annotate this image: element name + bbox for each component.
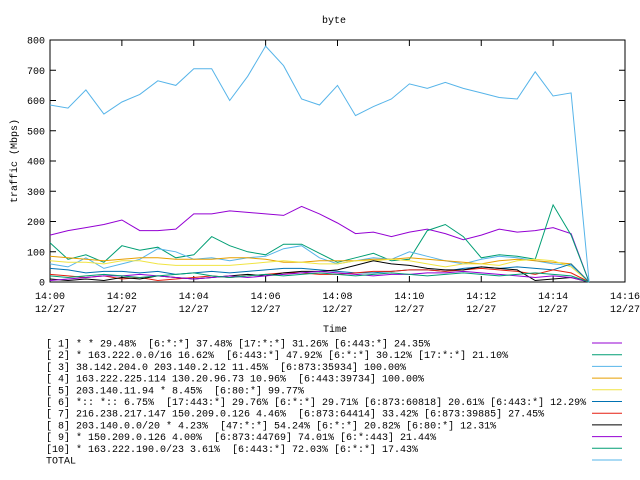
y-tick-label: 300 bbox=[27, 188, 45, 199]
legend-label: [ 1] * * 29.48% [6:*:*] 37.48% [17:*:*] … bbox=[46, 339, 430, 351]
x-tick-label: 14:10 bbox=[394, 292, 424, 303]
legend-label: [ 8] 203.140.0.0/20 * 4.23% [47:*:*] 54.… bbox=[46, 420, 496, 432]
legend-label: [ 6] *:: *:: 6.75% [17:443:*] 29.76% [6:… bbox=[46, 397, 586, 409]
series-line bbox=[49, 45, 590, 283]
x-tick-label: 14:04 bbox=[179, 292, 209, 303]
legend-label: [ 2] * 163.222.0.0/16 16.62% [6:443:*] 4… bbox=[46, 350, 508, 362]
x-axis-label: Time bbox=[323, 324, 347, 336]
legend-label: [ 5] 203.140.11.94 * 8.45% [6:80:*] 99.7… bbox=[46, 385, 304, 397]
y-tick-label: 200 bbox=[27, 218, 45, 229]
series-line bbox=[49, 272, 590, 283]
x-tick-date: 12/27 bbox=[35, 304, 65, 316]
x-tick-label: 14:02 bbox=[107, 292, 137, 303]
y-tick-label: 700 bbox=[27, 67, 45, 78]
x-tick-date: 12/27 bbox=[107, 304, 137, 316]
y-tick-label: 100 bbox=[27, 248, 45, 259]
x-tick-date: 12/27 bbox=[322, 304, 352, 316]
y-tick-label: 0 bbox=[39, 279, 45, 290]
x-tick-date: 12/27 bbox=[466, 304, 496, 316]
x-tick-label: 14:14 bbox=[538, 292, 568, 303]
x-tick-date: 12/27 bbox=[251, 304, 281, 316]
x-tick-label: 14:00 bbox=[35, 292, 65, 303]
y-axis-label: traffic (Mbps) bbox=[9, 119, 21, 203]
y-tick-label: 600 bbox=[27, 97, 45, 108]
series-line bbox=[49, 203, 590, 283]
x-tick-label: 14:06 bbox=[251, 292, 281, 303]
legend-label: TOTAL bbox=[46, 457, 76, 468]
x-tick-label: 14:12 bbox=[466, 292, 496, 303]
x-tick-date: 12/27 bbox=[179, 304, 209, 316]
chart-title: byte bbox=[322, 15, 346, 27]
legend-label: [ 4] 163.222.225.114 130.20.96.73 10.96%… bbox=[46, 374, 424, 386]
x-tick-label: 14:16 bbox=[610, 292, 640, 303]
y-tick-label: 800 bbox=[27, 37, 45, 48]
legend-label: [ 3] 38.142.204.0 203.140.2.12 11.45% [6… bbox=[46, 362, 406, 374]
y-tick-label: 500 bbox=[27, 127, 45, 138]
x-tick-date: 12/27 bbox=[610, 304, 640, 316]
x-tick-date: 12/27 bbox=[538, 304, 568, 316]
series-line bbox=[49, 245, 590, 283]
series-line bbox=[49, 255, 590, 283]
series-line bbox=[49, 258, 590, 283]
series-line bbox=[49, 270, 590, 283]
y-tick-label: 400 bbox=[27, 158, 45, 169]
x-tick-label: 14:08 bbox=[322, 292, 352, 303]
legend-label: [10] * 163.222.190.0/23 3.61% [6:443:*] … bbox=[46, 444, 418, 456]
x-tick-date: 12/27 bbox=[394, 304, 424, 316]
legend-label: [ 7] 216.238.217.147 150.209.0.126 4.46%… bbox=[46, 409, 544, 421]
legend-label: [ 9] * 150.209.0.126 4.00% [6:873:44769]… bbox=[46, 432, 436, 444]
series-line bbox=[49, 205, 590, 283]
